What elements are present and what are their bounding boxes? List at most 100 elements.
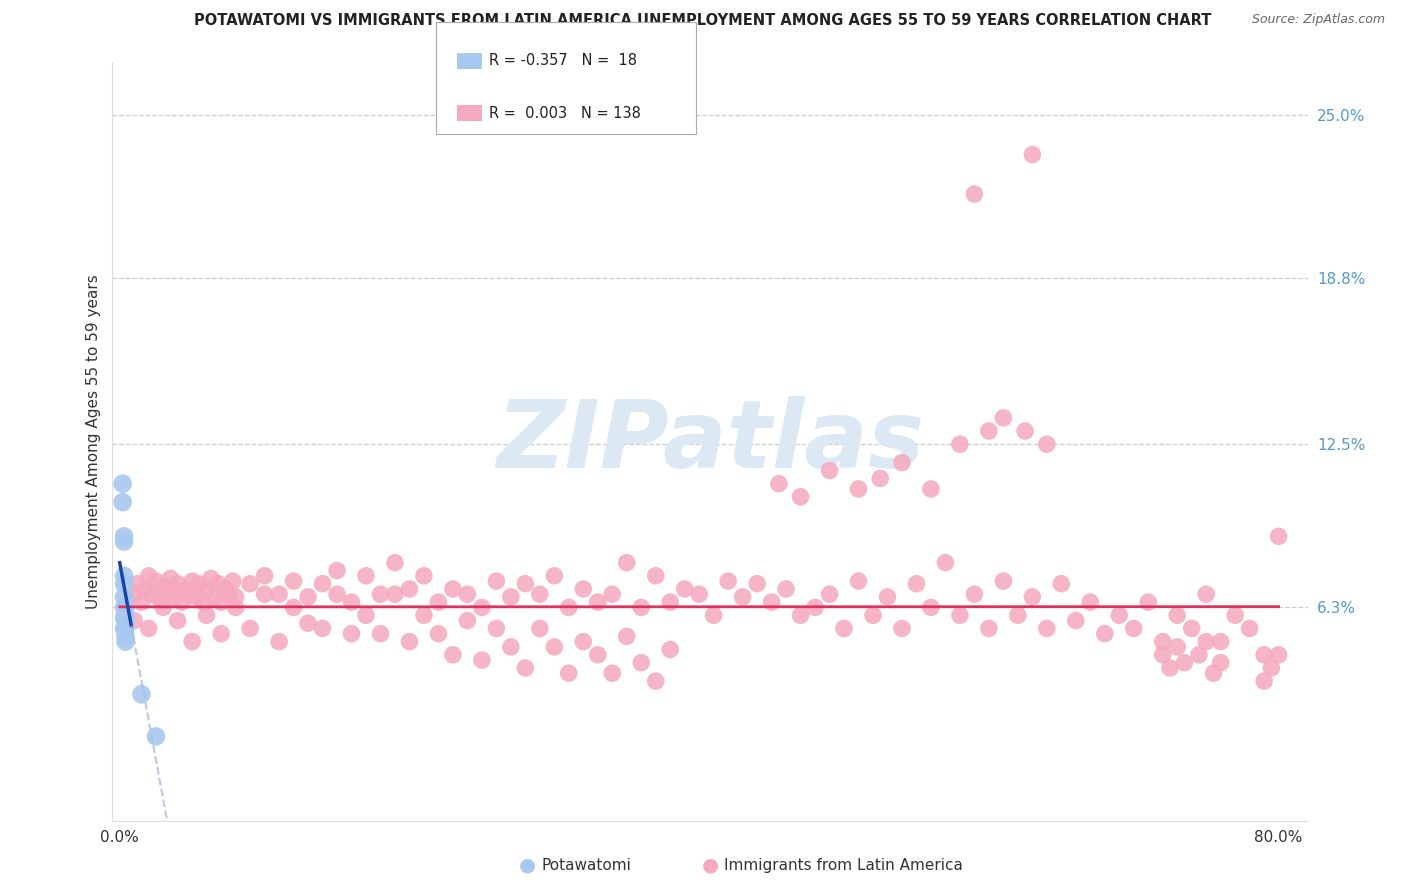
Point bbox=[1152, 648, 1174, 662]
Point bbox=[1253, 648, 1275, 662]
Point bbox=[1108, 608, 1130, 623]
Point bbox=[193, 595, 215, 609]
Point bbox=[188, 576, 211, 591]
Text: Immigrants from Latin America: Immigrants from Latin America bbox=[724, 858, 963, 872]
Point bbox=[209, 626, 232, 640]
Point bbox=[818, 463, 841, 477]
Point bbox=[195, 608, 218, 623]
Point bbox=[112, 611, 135, 625]
Point bbox=[920, 482, 942, 496]
Point bbox=[600, 666, 623, 681]
Point bbox=[239, 576, 262, 591]
Point bbox=[515, 661, 537, 675]
Point bbox=[1122, 622, 1144, 636]
Point bbox=[311, 622, 333, 636]
Point bbox=[1159, 661, 1181, 675]
Point bbox=[111, 495, 134, 509]
Point bbox=[616, 556, 638, 570]
Point bbox=[127, 576, 149, 591]
Point bbox=[149, 592, 172, 607]
Point bbox=[891, 622, 914, 636]
Point bbox=[114, 614, 136, 628]
Point bbox=[217, 587, 239, 601]
Point bbox=[114, 629, 136, 643]
Point bbox=[920, 600, 942, 615]
Point bbox=[112, 622, 135, 636]
Point bbox=[283, 574, 305, 588]
Point bbox=[441, 648, 464, 662]
Point bbox=[163, 590, 186, 604]
Point bbox=[963, 587, 986, 601]
Point bbox=[207, 576, 229, 591]
Point bbox=[789, 608, 811, 623]
Point bbox=[558, 600, 581, 615]
Point bbox=[456, 587, 478, 601]
Point bbox=[200, 571, 222, 585]
Point bbox=[114, 600, 136, 615]
Point bbox=[869, 471, 891, 485]
Point bbox=[745, 576, 768, 591]
Point bbox=[1209, 634, 1232, 648]
Point bbox=[239, 622, 262, 636]
Point bbox=[1188, 648, 1211, 662]
Point bbox=[181, 574, 204, 588]
Point bbox=[114, 622, 136, 636]
Point bbox=[529, 587, 551, 601]
Point bbox=[761, 595, 783, 609]
Point bbox=[1260, 661, 1282, 675]
Point bbox=[174, 582, 197, 596]
Text: ●: ● bbox=[519, 855, 536, 875]
Point bbox=[1209, 656, 1232, 670]
Point bbox=[717, 574, 740, 588]
Point bbox=[112, 590, 135, 604]
Point bbox=[768, 476, 790, 491]
Point bbox=[1050, 576, 1073, 591]
Point bbox=[688, 587, 710, 601]
Point bbox=[441, 582, 464, 596]
Point bbox=[225, 590, 247, 604]
Point bbox=[135, 582, 157, 596]
Point bbox=[731, 590, 754, 604]
Point bbox=[166, 614, 188, 628]
Point bbox=[1021, 147, 1043, 161]
Point bbox=[963, 187, 986, 202]
Point bbox=[600, 587, 623, 601]
Point bbox=[1036, 437, 1059, 451]
Point bbox=[267, 634, 290, 648]
Point bbox=[499, 590, 522, 604]
Point bbox=[297, 590, 319, 604]
Point bbox=[398, 582, 420, 596]
Point bbox=[111, 476, 134, 491]
Point bbox=[543, 569, 565, 583]
Point bbox=[427, 595, 450, 609]
Point bbox=[253, 569, 276, 583]
Point bbox=[876, 590, 898, 604]
Text: R = -0.357   N =  18: R = -0.357 N = 18 bbox=[489, 54, 637, 68]
Point bbox=[515, 576, 537, 591]
Point bbox=[456, 614, 478, 628]
Point bbox=[131, 687, 153, 701]
Point bbox=[1223, 608, 1246, 623]
Point bbox=[413, 608, 436, 623]
Text: ●: ● bbox=[702, 855, 718, 875]
Text: ZIPatlas: ZIPatlas bbox=[496, 395, 924, 488]
Point bbox=[789, 490, 811, 504]
Point bbox=[1202, 666, 1225, 681]
Point bbox=[131, 595, 153, 609]
Point bbox=[993, 574, 1015, 588]
Point bbox=[1239, 622, 1261, 636]
Point bbox=[114, 634, 136, 648]
Point bbox=[572, 634, 595, 648]
Point bbox=[1137, 595, 1160, 609]
Point bbox=[122, 587, 145, 601]
Point bbox=[558, 666, 581, 681]
Text: POTAWATOMI VS IMMIGRANTS FROM LATIN AMERICA UNEMPLOYMENT AMONG AGES 55 TO 59 YEA: POTAWATOMI VS IMMIGRANTS FROM LATIN AMER… bbox=[194, 13, 1212, 29]
Point bbox=[848, 574, 870, 588]
Point bbox=[156, 584, 179, 599]
Point bbox=[326, 587, 349, 601]
Point bbox=[818, 587, 841, 601]
Point bbox=[427, 626, 450, 640]
Point bbox=[471, 600, 494, 615]
Point bbox=[122, 614, 145, 628]
Point bbox=[340, 595, 363, 609]
